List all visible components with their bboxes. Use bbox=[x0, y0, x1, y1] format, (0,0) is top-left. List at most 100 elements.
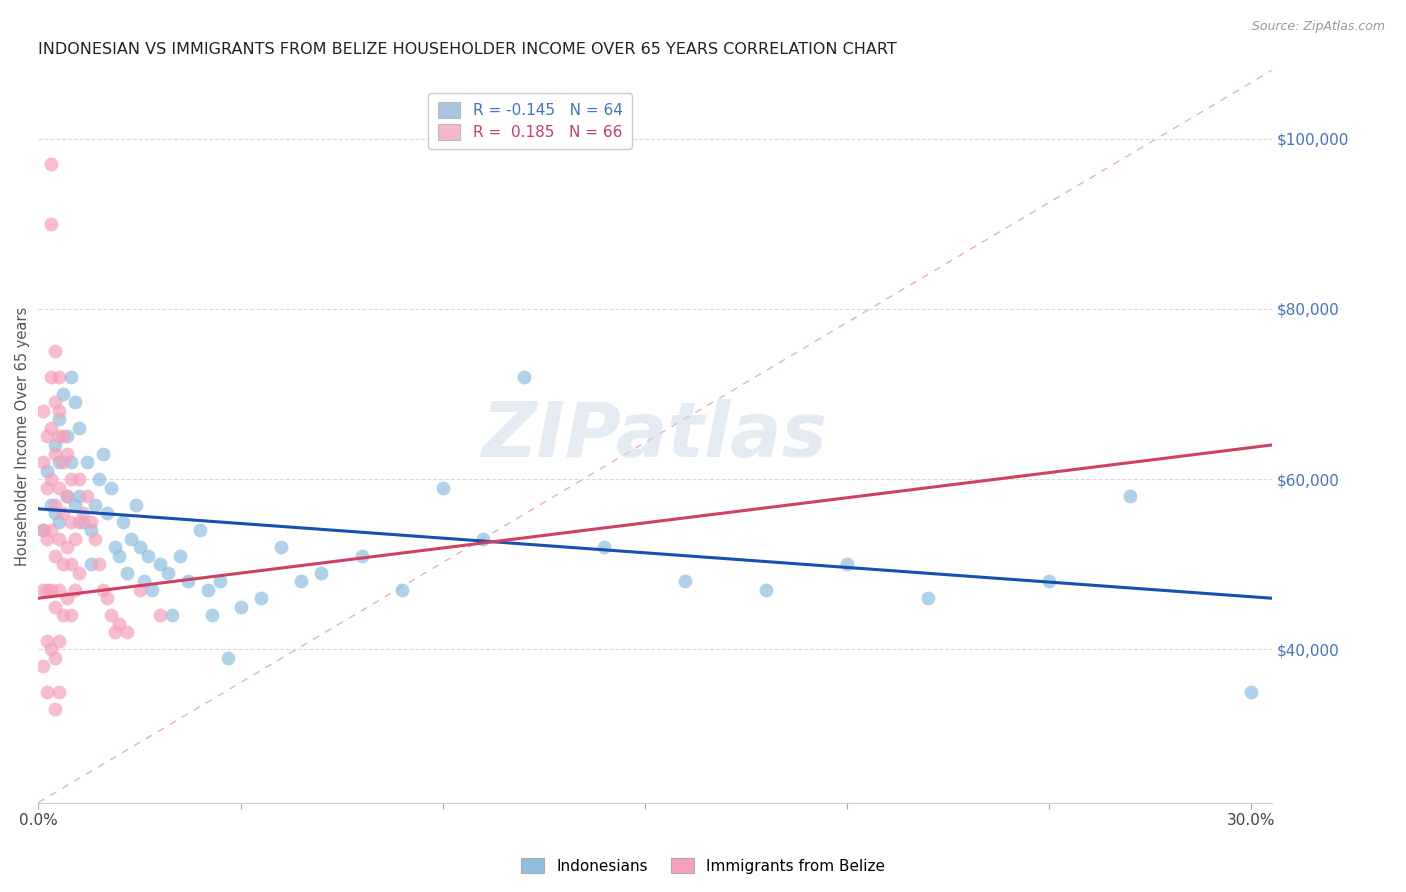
Point bbox=[48, 481, 70, 495]
Point bbox=[96, 506, 118, 520]
Point bbox=[44, 549, 66, 563]
Point bbox=[270, 540, 292, 554]
Point bbox=[39, 582, 62, 597]
Point bbox=[63, 582, 86, 597]
Legend: R = -0.145   N = 64, R =  0.185   N = 66: R = -0.145 N = 64, R = 0.185 N = 66 bbox=[429, 93, 631, 149]
Point bbox=[80, 557, 103, 571]
Point bbox=[31, 404, 53, 418]
Point bbox=[141, 582, 163, 597]
Point bbox=[52, 429, 75, 443]
Point bbox=[1240, 685, 1263, 699]
Point bbox=[59, 557, 82, 571]
Point bbox=[149, 608, 172, 623]
Point bbox=[209, 574, 232, 589]
Point bbox=[91, 582, 114, 597]
Point bbox=[1119, 489, 1142, 503]
Point bbox=[55, 489, 77, 503]
Point bbox=[72, 515, 94, 529]
Point bbox=[55, 489, 77, 503]
Point bbox=[59, 472, 82, 486]
Point bbox=[512, 370, 534, 384]
Point bbox=[391, 582, 413, 597]
Point bbox=[593, 540, 616, 554]
Point bbox=[188, 523, 211, 537]
Point bbox=[63, 532, 86, 546]
Point bbox=[160, 608, 183, 623]
Point bbox=[132, 574, 155, 589]
Point bbox=[35, 532, 58, 546]
Point bbox=[67, 566, 90, 580]
Point bbox=[472, 532, 495, 546]
Point bbox=[55, 591, 77, 606]
Point bbox=[201, 608, 224, 623]
Point bbox=[80, 515, 103, 529]
Point bbox=[44, 446, 66, 460]
Point bbox=[48, 582, 70, 597]
Point bbox=[156, 566, 179, 580]
Point bbox=[39, 498, 62, 512]
Point bbox=[52, 455, 75, 469]
Point bbox=[311, 566, 333, 580]
Point bbox=[673, 574, 696, 589]
Point bbox=[59, 608, 82, 623]
Point bbox=[39, 472, 62, 486]
Point bbox=[48, 532, 70, 546]
Point bbox=[67, 472, 90, 486]
Point bbox=[44, 506, 66, 520]
Point bbox=[128, 540, 150, 554]
Point bbox=[48, 429, 70, 443]
Point bbox=[55, 540, 77, 554]
Point bbox=[55, 429, 77, 443]
Point bbox=[52, 387, 75, 401]
Point bbox=[120, 532, 142, 546]
Point bbox=[59, 515, 82, 529]
Point bbox=[31, 582, 53, 597]
Point bbox=[48, 515, 70, 529]
Point bbox=[44, 650, 66, 665]
Point bbox=[108, 616, 131, 631]
Text: INDONESIAN VS IMMIGRANTS FROM BELIZE HOUSEHOLDER INCOME OVER 65 YEARS CORRELATIO: INDONESIAN VS IMMIGRANTS FROM BELIZE HOU… bbox=[38, 42, 897, 57]
Text: ZIPatlas: ZIPatlas bbox=[482, 400, 828, 474]
Point bbox=[63, 498, 86, 512]
Point bbox=[197, 582, 219, 597]
Point bbox=[48, 685, 70, 699]
Point bbox=[59, 455, 82, 469]
Point bbox=[44, 599, 66, 614]
Point bbox=[80, 523, 103, 537]
Point bbox=[250, 591, 273, 606]
Point bbox=[87, 472, 110, 486]
Point bbox=[44, 498, 66, 512]
Point bbox=[39, 370, 62, 384]
Point bbox=[87, 557, 110, 571]
Point bbox=[31, 523, 53, 537]
Point bbox=[48, 455, 70, 469]
Point bbox=[48, 412, 70, 426]
Point bbox=[100, 608, 122, 623]
Legend: Indonesians, Immigrants from Belize: Indonesians, Immigrants from Belize bbox=[515, 852, 891, 880]
Point bbox=[31, 523, 53, 537]
Point bbox=[108, 549, 131, 563]
Point bbox=[835, 557, 858, 571]
Point bbox=[117, 625, 139, 640]
Point bbox=[59, 370, 82, 384]
Point bbox=[31, 455, 53, 469]
Point bbox=[35, 685, 58, 699]
Point bbox=[84, 532, 107, 546]
Point bbox=[169, 549, 191, 563]
Point bbox=[84, 498, 107, 512]
Point bbox=[44, 438, 66, 452]
Point bbox=[917, 591, 939, 606]
Point bbox=[67, 489, 90, 503]
Point bbox=[39, 642, 62, 657]
Point bbox=[177, 574, 200, 589]
Point bbox=[52, 608, 75, 623]
Y-axis label: Householder Income Over 65 years: Householder Income Over 65 years bbox=[15, 307, 30, 566]
Point bbox=[35, 429, 58, 443]
Point bbox=[100, 481, 122, 495]
Point bbox=[104, 625, 127, 640]
Point bbox=[136, 549, 159, 563]
Point bbox=[117, 566, 139, 580]
Point bbox=[67, 421, 90, 435]
Point bbox=[35, 582, 58, 597]
Point bbox=[44, 344, 66, 359]
